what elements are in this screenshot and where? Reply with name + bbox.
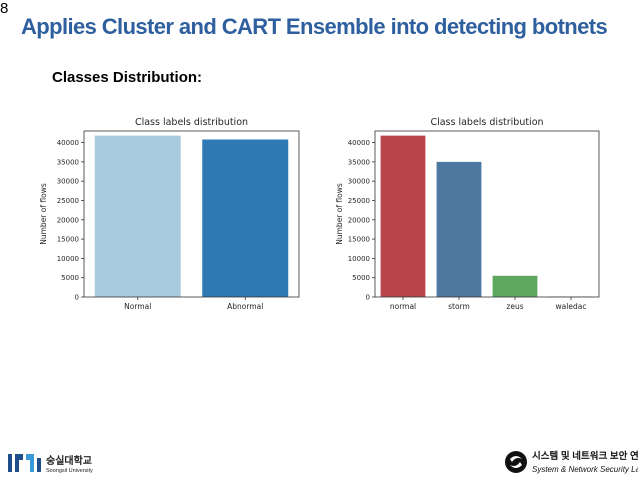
lab-name-kr: 시스템 및 네트워크 보안 연구실 [532,450,638,462]
university-logo: 숭실대학교 Soongsil University [8,454,93,474]
chart-binary-class-distribution: Class labels distribution Number of flows… [39,117,300,311]
logo-bar-4 [37,458,41,472]
y-tick-label: 25000 [348,197,370,205]
logo-bar-1 [8,454,12,472]
chart-title: Class labels distribution [430,117,543,128]
y-tick-label: 0 [75,294,79,302]
y-tick-label: 40000 [57,139,79,147]
y-tick-label: 25000 [57,197,79,205]
y-tick-label: 15000 [57,236,79,244]
y-tick-label: 30000 [57,178,79,186]
y-axis-label: Number of flows [335,183,344,245]
slide-number: 8 [0,0,9,17]
logo-bar-2 [15,454,23,472]
university-name-en: Soongsil University [46,468,93,474]
y-tick-label: 35000 [57,158,79,166]
logo-bar-3 [26,454,34,472]
bar-storm [436,161,482,297]
y-tick-label: 35000 [348,158,370,166]
slide-title: Applies Cluster and CART Ensemble into d… [21,14,608,39]
plot-frame [83,130,300,298]
section-subtitle: Classes Distribution: [52,69,203,86]
chart-botnet-class-distribution: Class labels distribution Number of flows… [335,117,600,311]
bar-normal [380,135,426,297]
y-tick-label: 40000 [348,139,370,147]
lab-emblem-swirl-1 [510,456,522,462]
x-tick-label: Abnormal [227,302,263,311]
lab-name-en: System & Network Security Lab. [532,465,638,474]
y-tick-label: 5000 [61,274,79,282]
plot-frame [374,130,600,298]
y-tick-label: 5000 [352,274,370,282]
x-tick-label: waledac [556,302,587,311]
y-tick-label: 30000 [348,178,370,186]
bar-abnormal [202,139,289,297]
y-tick-label: 20000 [57,216,79,224]
chart-title: Class labels distribution [135,117,248,128]
lab-emblem-outer [505,451,527,473]
y-tick-label: 0 [366,294,370,302]
y-tick-label: 20000 [348,216,370,224]
x-tick-label: normal [390,302,416,311]
y-tick-label: 15000 [348,236,370,244]
y-axis-label: Number of flows [39,183,48,245]
x-tick-label: zeus [506,302,523,311]
lab-emblem-swirl-2 [510,462,522,468]
university-name-kr: 숭실대학교 [46,454,92,467]
y-tick-label: 10000 [57,255,79,263]
lab-logo: 시스템 및 네트워크 보안 연구실 System & Network Secur… [505,450,638,474]
bar-normal [94,135,181,297]
bar-zeus [492,275,538,297]
x-tick-label: Normal [124,302,151,311]
x-tick-label: storm [448,302,470,311]
y-tick-label: 10000 [348,255,370,263]
